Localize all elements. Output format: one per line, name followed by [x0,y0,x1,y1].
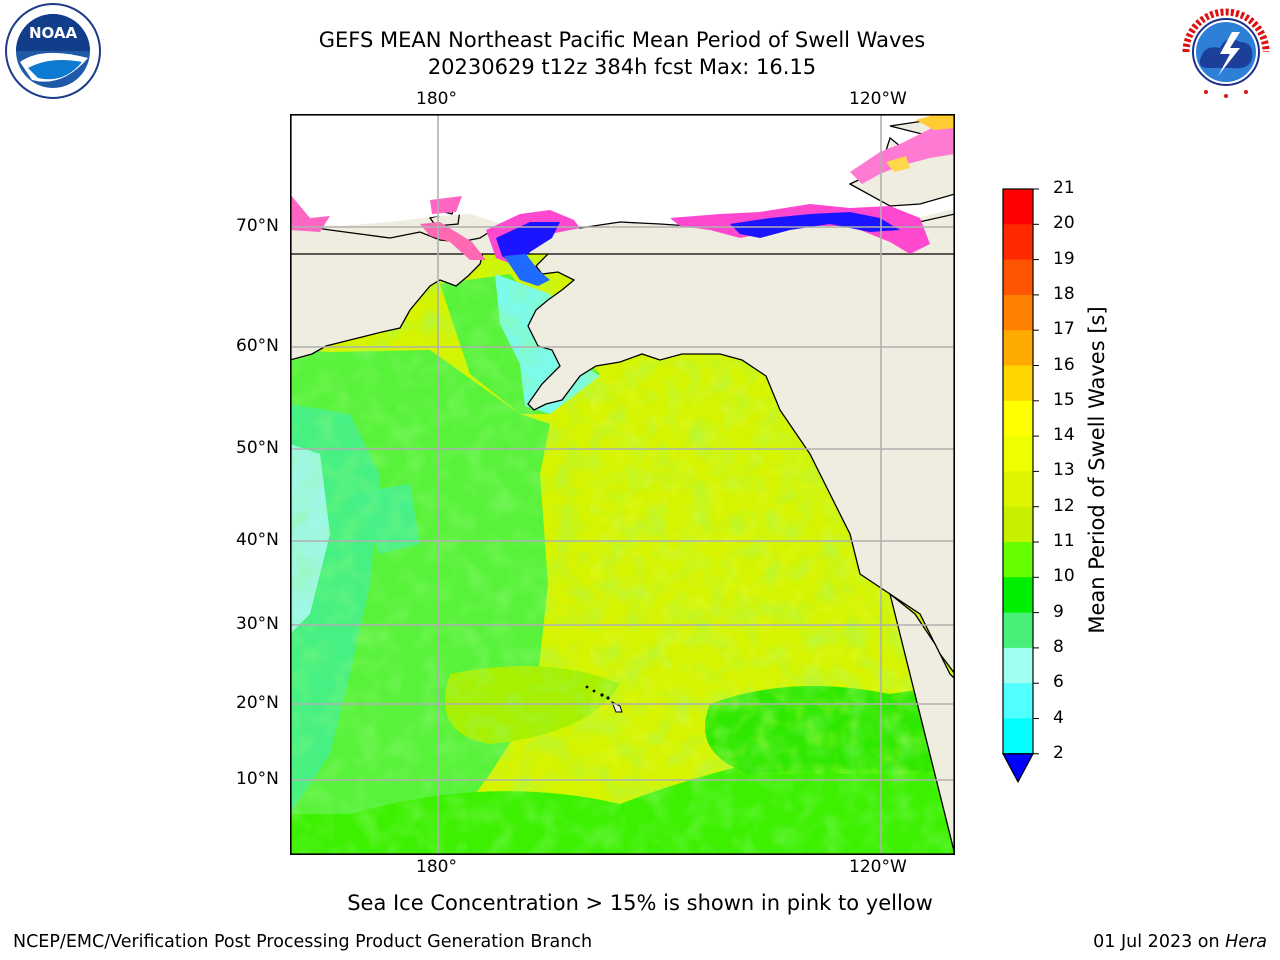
colorbar-segment [1003,718,1033,755]
colorbar-segment [1003,647,1033,684]
colorbar-tick-label: 14 [1053,425,1075,446]
lat-tick-40n: 40°N [236,530,279,550]
footer-date: 01 Jul 2023 on Hera [1093,932,1267,952]
lat-tick-70n: 70°N [236,216,279,236]
colorbar-tick-label: 10 [1053,566,1075,587]
map-panel [290,114,955,855]
colorbar-extend-arrow [1001,753,1035,784]
colorbar-segment [1003,224,1033,261]
colorbar-tick-label: 8 [1053,636,1064,657]
colorbar-tick-label: 4 [1053,707,1064,728]
lat-tick-60n: 60°N [236,336,279,356]
colorbar-segment [1003,189,1033,225]
colorbar-tick-label: 9 [1053,601,1064,622]
colorbar-segment [1003,542,1033,578]
colorbar-tick-label: 18 [1053,283,1075,304]
sea-ice-note: Sea Ice Concentration > 15% is shown in … [347,891,933,915]
graticule [290,114,955,855]
map-title: GEFS MEAN Northeast Pacific Mean Period … [318,28,926,52]
colorbar-tick-label: 12 [1053,495,1075,516]
colorbar-segment [1003,683,1033,719]
colorbar-label: Mean Period of Swell Waves [s] [1085,306,1109,634]
lon-tick-top-120w: 120°W [849,89,907,109]
colorbar-tick-label: 2 [1053,742,1064,763]
lat-tick-30n: 30°N [236,614,279,634]
sea-ice [290,114,955,286]
lat-tick-10n: 10°N [236,769,279,789]
lon-tick-bottom-180: 180° [416,857,457,877]
colorbar-segment [1003,365,1033,402]
colorbar-segment [1003,436,1033,472]
lat-tick-50n: 50°N [236,438,279,458]
colorbar-segment [1003,471,1033,508]
footer-credit: NCEP/EMC/Verification Post Processing Pr… [13,932,593,952]
colorbar-tick-label: 21 [1053,178,1075,198]
colorbar-segment [1003,577,1033,614]
colorbar-tick-label: 13 [1053,460,1075,481]
colorbar-tick-label: 15 [1053,389,1075,410]
colorbar-segment [1003,506,1033,543]
colorbar-tick-label: 6 [1053,672,1064,693]
colorbar-segment [1003,330,1033,366]
footer-date-text: 01 Jul 2023 on [1093,932,1226,952]
colorbar-segment [1003,612,1033,649]
footer-machine: Hera [1225,932,1267,952]
noaa-logo-text: NOAA [29,24,78,42]
colorbar-tick-label: 19 [1053,248,1075,269]
noaa-logo: NOAA [5,3,101,99]
colorbar-tick-label: 16 [1053,354,1075,375]
colorbar-tick-label: 17 [1053,319,1075,340]
colorbar-tick-label: 11 [1053,531,1075,551]
lon-tick-top-180: 180° [416,89,457,109]
colorbar-tick-label: 20 [1053,213,1075,234]
lat-tick-20n: 20°N [236,693,279,713]
colorbar-segment [1003,294,1033,331]
colorbar-segment [1003,400,1033,437]
map-subtitle: 20230629 t12z 384h fcst Max: 16.15 [427,55,817,79]
nws-logo [1180,6,1272,98]
colorbar [1001,188,1039,784]
colorbar-segment [1003,259,1033,296]
lon-tick-bottom-120w: 120°W [849,857,907,877]
